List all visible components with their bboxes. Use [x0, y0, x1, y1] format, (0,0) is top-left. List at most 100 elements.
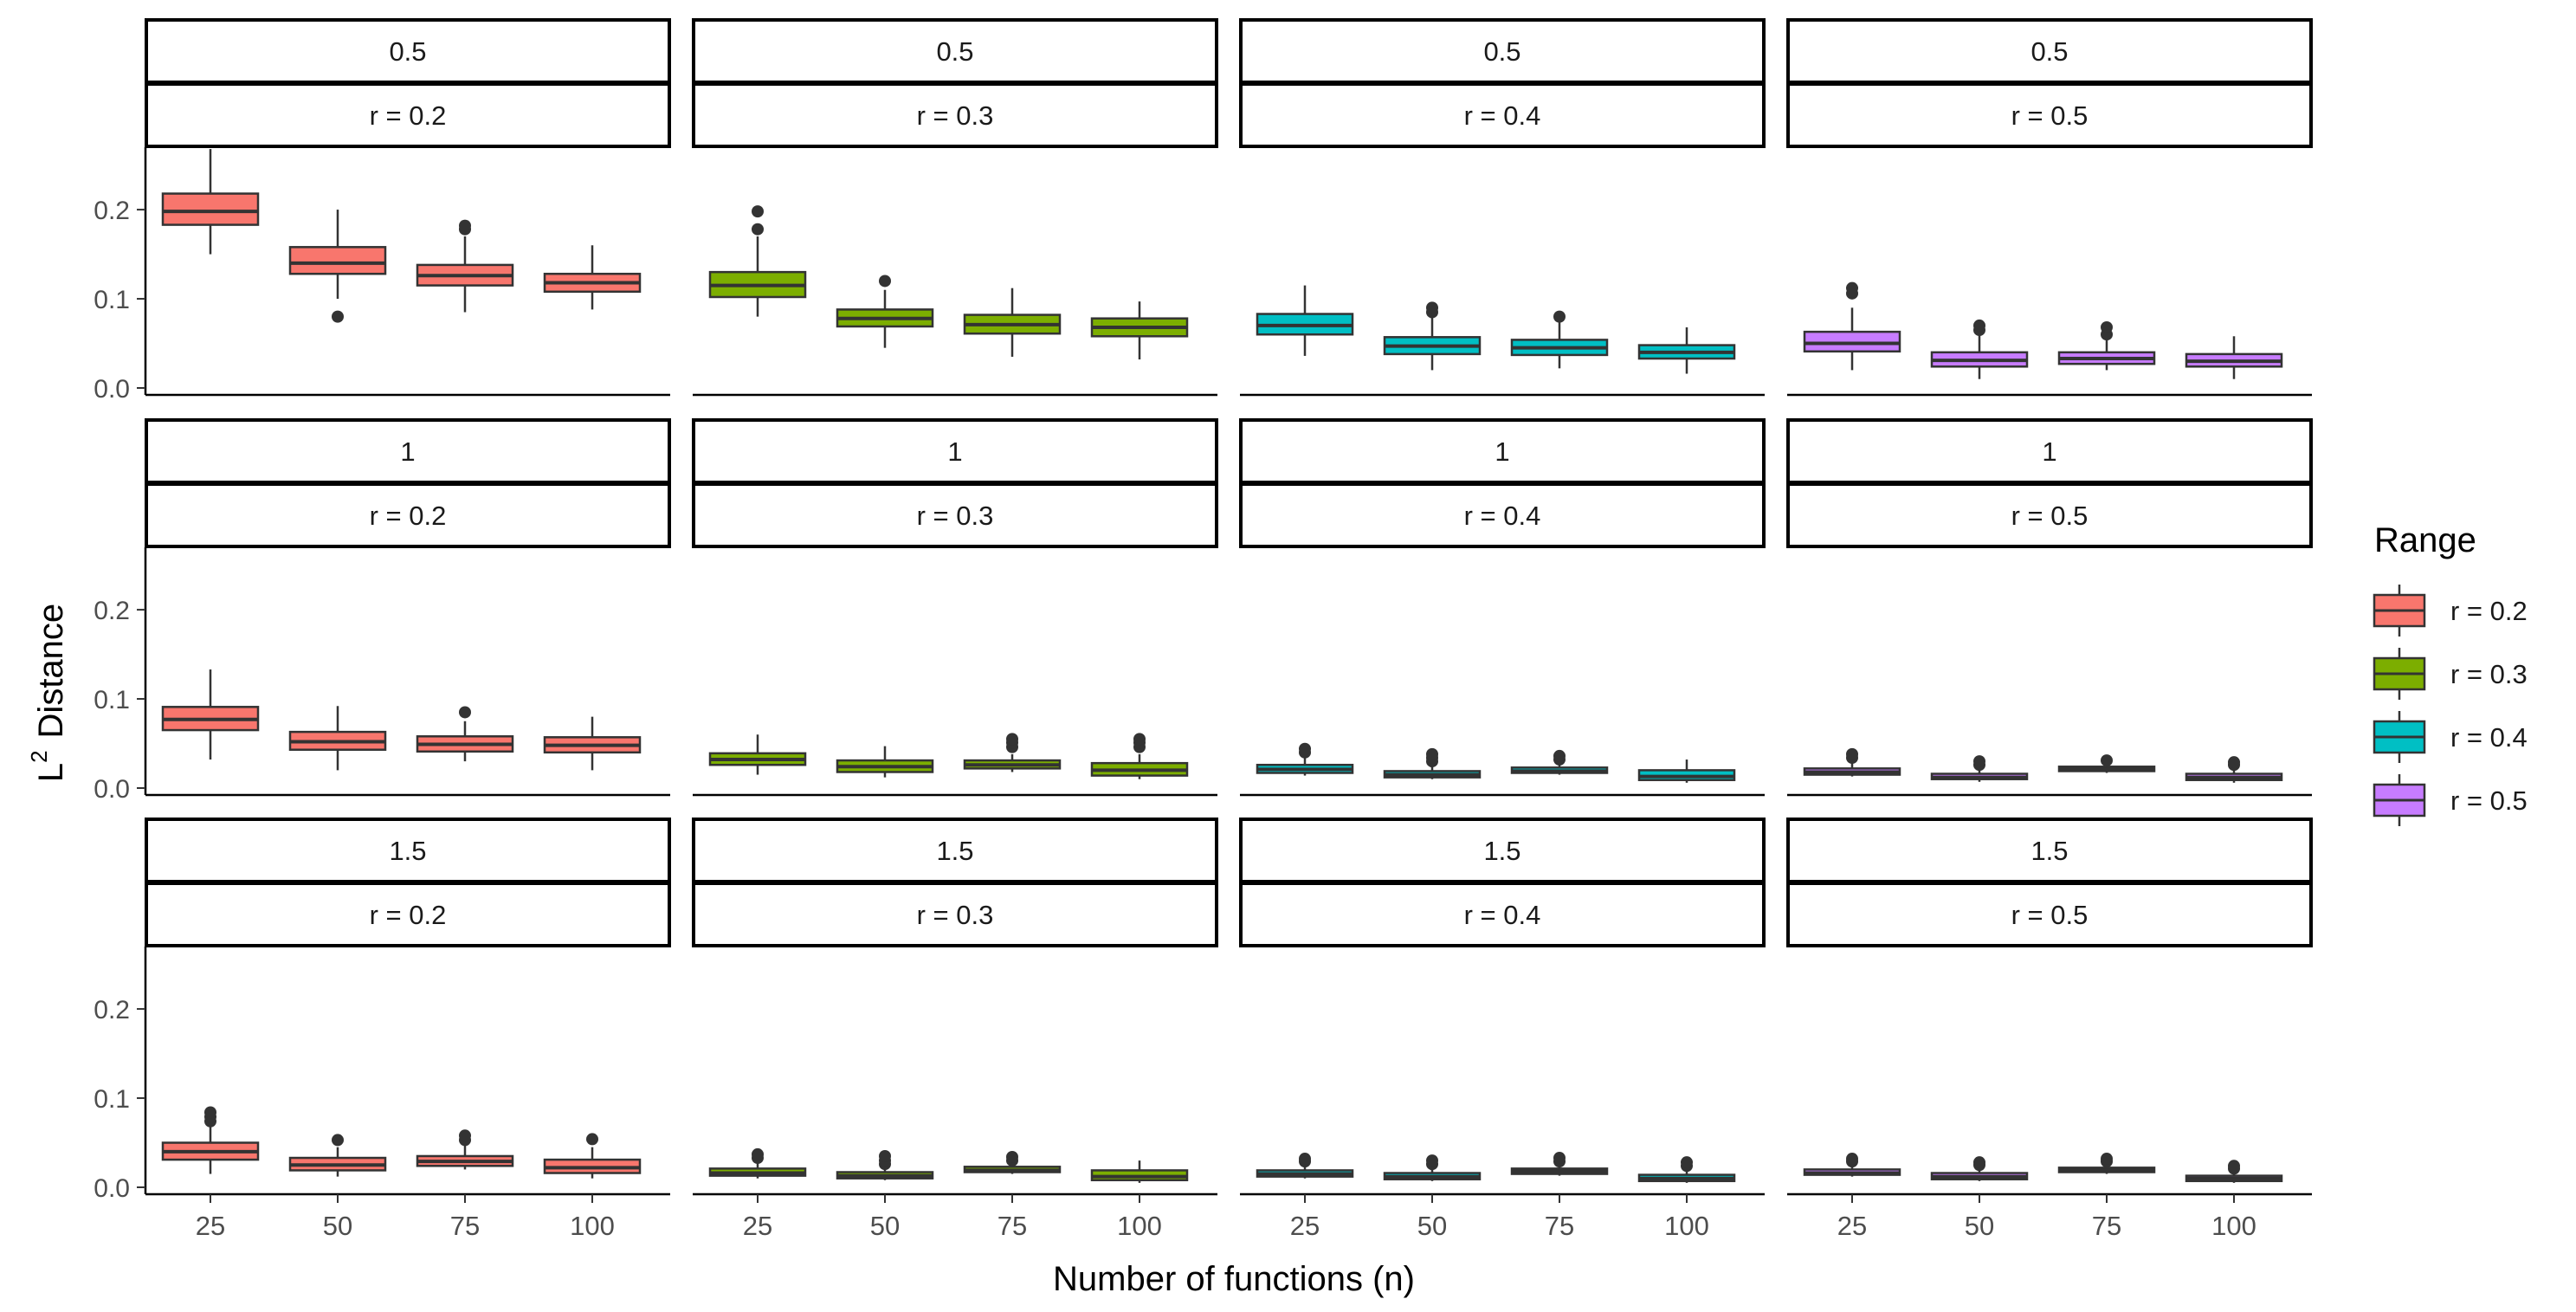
facet-strip-col [1239, 882, 1766, 947]
facet-strip-row [145, 18, 671, 84]
facet-strip-row [1239, 818, 1766, 883]
box-outlier-point [2101, 1153, 2113, 1166]
y-tick-label: 0.1 [94, 1085, 130, 1114]
facet-strip-col [1786, 82, 2313, 148]
facet-strip-row [1786, 818, 2313, 883]
box-outlier-point [1973, 755, 1985, 768]
y-axis-title-base: L [32, 763, 70, 782]
facet-strip-row [145, 818, 671, 883]
x-tick-label: 25 [743, 1211, 772, 1241]
box-outlier-point [586, 1133, 598, 1146]
facet-strip-col-label: r = 0.3 [917, 501, 994, 531]
x-tick-label: 50 [1417, 1211, 1447, 1241]
facet-strip-col [1786, 482, 2313, 548]
box-outlier-point [879, 1149, 891, 1162]
box-outlier-point [459, 1129, 471, 1142]
box-outlier-point [1846, 747, 1858, 760]
box-outlier-point [332, 310, 344, 323]
box-outlier-point [459, 706, 471, 719]
facet-strip-row [692, 18, 1218, 84]
facet-strip-row-label: 0.5 [936, 36, 973, 67]
facet-strip-col [1239, 82, 1766, 148]
facet-strip-col-label: r = 0.2 [370, 100, 447, 131]
x-tick-label: 50 [323, 1211, 352, 1241]
box-outlier-point [1133, 733, 1146, 746]
box-outlier-point [752, 1147, 764, 1160]
box-outlier-point [2228, 1160, 2240, 1173]
legend-entry-label: r = 0.4 [2450, 722, 2528, 753]
x-tick-label: 75 [2092, 1211, 2121, 1241]
box-iqr [161, 192, 260, 226]
box-outlier-point [1006, 1150, 1018, 1163]
y-tick-label: 0.1 [94, 286, 130, 314]
facet-strip-row-label: 1.5 [389, 836, 426, 866]
y-tick-label: 0.0 [94, 375, 130, 404]
y-tick-label: 0.0 [94, 775, 130, 804]
box-outlier-point [2101, 320, 2113, 333]
box-outlier-point [752, 205, 764, 218]
facet-strip-col [145, 482, 671, 548]
facet-strip-row-label: 1 [2042, 436, 2056, 467]
facet-strip-row-label: 1.5 [2030, 836, 2068, 866]
box-outlier-point [2101, 754, 2113, 767]
facet-strip-row-label: 1.5 [1483, 836, 1520, 866]
box-outlier-point [1846, 1153, 1858, 1166]
facet-strip-row-label: 0.5 [2030, 36, 2068, 67]
x-tick-label: 100 [2211, 1211, 2256, 1241]
facet-strip-col-label: r = 0.5 [2011, 100, 2089, 131]
facet-strip-row [692, 818, 1218, 883]
box-outlier-point [332, 1134, 344, 1147]
y-tick-label: 0.0 [94, 1174, 130, 1203]
facet-strip-col [1786, 882, 2313, 947]
y-tick-label: 0.2 [94, 996, 130, 1024]
facet-strip-col [1239, 482, 1766, 548]
facet-strip-col [692, 82, 1218, 148]
x-tick-label: 75 [997, 1211, 1027, 1241]
box-outlier-point [1973, 319, 1985, 332]
box-iqr [1803, 330, 1901, 353]
facet-strip-row [1239, 418, 1766, 484]
box-outlier-point [1846, 281, 1858, 294]
legend-title: Range [2374, 521, 2476, 559]
y-axis-title-rest: Distance [32, 604, 70, 739]
box-outlier-point [1299, 742, 1311, 755]
box-iqr [288, 246, 387, 275]
box-outlier-point [1553, 1152, 1566, 1165]
box-outlier-point [1426, 747, 1438, 760]
facet-strip-col [145, 82, 671, 148]
facet-strip-row-label: 1 [947, 436, 962, 467]
facet-strip-col-label: r = 0.2 [370, 501, 447, 531]
x-tick-label: 75 [450, 1211, 480, 1241]
panels-layer: 0.0 0.1 0.2 0.5 r = 0.2 0.5 r = 0.3 0.5 r = 0.4 0… [94, 18, 2313, 1241]
facet-strip-col-label: r = 0.4 [1464, 900, 1541, 930]
facet-strip-col-label: r = 0.2 [370, 900, 447, 930]
facet-strip-col-label: r = 0.5 [2011, 900, 2089, 930]
box-outlier-point [1553, 310, 1566, 323]
box-outlier-point [2228, 756, 2240, 769]
x-tick-label: 100 [1664, 1211, 1709, 1241]
facet-strip-col-label: r = 0.4 [1464, 501, 1541, 531]
facet-strip-row [145, 418, 671, 484]
facet-strip-col-label: r = 0.3 [917, 100, 994, 131]
box-outlier-point [1426, 1154, 1438, 1167]
box-outlier-point [879, 275, 891, 288]
x-tick-label: 50 [870, 1211, 900, 1241]
x-tick-label: 75 [1545, 1211, 1574, 1241]
y-axis-title-superscript: 2 [26, 750, 52, 762]
x-tick-label: 100 [1117, 1211, 1162, 1241]
legend-entry-label: r = 0.3 [2450, 659, 2528, 689]
legend-entry-label: r = 0.2 [2450, 596, 2528, 626]
box-outlier-point [204, 1106, 216, 1119]
box-outlier-point [459, 219, 471, 232]
x-tick-label: 100 [570, 1211, 615, 1241]
box-outlier-point [1681, 1156, 1693, 1169]
y-axis-title: L2 Distance [26, 604, 70, 782]
facet-strip-col-label: r = 0.4 [1464, 100, 1541, 131]
facet-strip-col-label: r = 0.3 [917, 900, 994, 930]
x-axis-title: Number of functions (n) [1053, 1260, 1415, 1298]
facet-strip-row-label: 0.5 [389, 36, 426, 67]
facet-strip-row-label: 1.5 [936, 836, 973, 866]
facet-strip-row [1786, 418, 2313, 484]
box-outlier-point [1426, 301, 1438, 314]
facet-strip-row-label: 1 [1495, 436, 1509, 467]
